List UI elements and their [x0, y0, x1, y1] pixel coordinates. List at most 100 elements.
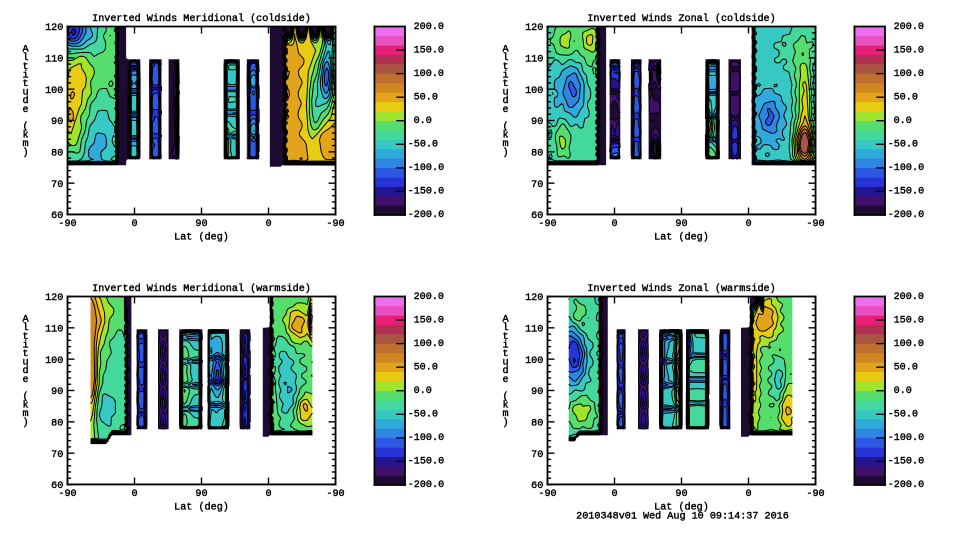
svg-text:A: A — [22, 315, 29, 326]
svg-text:110: 110 — [525, 325, 543, 336]
svg-text:e: e — [502, 375, 508, 386]
svg-text:0: 0 — [265, 219, 271, 230]
svg-text:Inverted Winds Zonal (warmside: Inverted Winds Zonal (warmside) — [587, 283, 775, 295]
svg-text:Inverted Winds Meridional (war: Inverted Winds Meridional (warmside) — [92, 283, 311, 295]
svg-text:(: ( — [502, 391, 508, 403]
svg-text:-200.0: -200.0 — [408, 210, 444, 221]
svg-text:k: k — [502, 130, 508, 142]
svg-text:50.0: 50.0 — [894, 363, 918, 374]
svg-text:Lat (deg): Lat (deg) — [174, 232, 229, 244]
svg-text:d: d — [502, 365, 508, 377]
svg-text:60: 60 — [51, 481, 63, 492]
svg-text:m: m — [502, 139, 508, 150]
svg-text:60: 60 — [531, 211, 543, 222]
svg-text:-90: -90 — [58, 489, 76, 500]
svg-text:0: 0 — [131, 489, 137, 500]
svg-text:80: 80 — [51, 419, 63, 430]
svg-text:70: 70 — [531, 180, 543, 191]
svg-text:u: u — [22, 88, 28, 99]
svg-text:150.0: 150.0 — [414, 316, 444, 327]
svg-text:0.0: 0.0 — [894, 116, 912, 127]
svg-text:50.0: 50.0 — [414, 93, 438, 104]
svg-text:90: 90 — [51, 387, 63, 398]
svg-text:200.0: 200.0 — [894, 22, 924, 33]
svg-text:Lat (deg): Lat (deg) — [654, 502, 709, 514]
svg-text:70: 70 — [51, 450, 63, 461]
svg-text:-100.0: -100.0 — [408, 163, 444, 174]
svg-text:0: 0 — [611, 219, 617, 230]
svg-text:110: 110 — [525, 55, 543, 66]
svg-text:80: 80 — [531, 149, 543, 160]
svg-text:-90: -90 — [326, 489, 344, 500]
svg-text:-90: -90 — [538, 219, 556, 230]
svg-text:-200.0: -200.0 — [888, 210, 924, 221]
svg-text:m: m — [22, 409, 28, 420]
svg-text:-100.0: -100.0 — [408, 433, 444, 444]
svg-text:A: A — [22, 45, 29, 56]
svg-text:80: 80 — [51, 149, 63, 160]
svg-text:110: 110 — [45, 55, 63, 66]
svg-text:A: A — [502, 45, 509, 56]
svg-text:-90: -90 — [806, 219, 824, 230]
svg-text:90: 90 — [531, 117, 543, 128]
svg-text:t: t — [22, 332, 28, 343]
svg-text:90: 90 — [531, 387, 543, 398]
svg-text:100.0: 100.0 — [414, 69, 444, 80]
svg-text:-50.0: -50.0 — [888, 410, 918, 421]
svg-text:2010348v01 Wed Aug 10 09:14:37: 2010348v01 Wed Aug 10 09:14:37 2016 — [576, 511, 789, 523]
svg-text:-150.0: -150.0 — [408, 187, 444, 198]
svg-text:150.0: 150.0 — [894, 46, 924, 57]
svg-text:0: 0 — [745, 219, 751, 230]
svg-text:-100.0: -100.0 — [888, 163, 924, 174]
svg-text:90: 90 — [675, 489, 687, 500]
svg-text:80: 80 — [531, 419, 543, 430]
svg-text:d: d — [22, 95, 28, 107]
svg-text:200.0: 200.0 — [414, 22, 444, 33]
svg-text:0: 0 — [611, 489, 617, 500]
svg-text:t: t — [22, 349, 28, 360]
svg-text:0: 0 — [745, 489, 751, 500]
svg-text:110: 110 — [45, 325, 63, 336]
svg-text:-200.0: -200.0 — [408, 480, 444, 491]
svg-text:t: t — [502, 349, 508, 360]
svg-text:Lat (deg): Lat (deg) — [654, 232, 709, 244]
svg-text:70: 70 — [531, 450, 543, 461]
svg-text:i: i — [502, 339, 508, 351]
svg-text:-150.0: -150.0 — [888, 457, 924, 468]
svg-text:): ) — [22, 417, 28, 429]
svg-text:-150.0: -150.0 — [408, 457, 444, 468]
svg-text:100: 100 — [45, 86, 63, 97]
svg-text:t: t — [22, 62, 28, 73]
svg-text:-150.0: -150.0 — [888, 187, 924, 198]
svg-text:m: m — [22, 139, 28, 150]
svg-text:60: 60 — [51, 211, 63, 222]
svg-text:l: l — [22, 322, 28, 334]
svg-text:m: m — [502, 409, 508, 420]
svg-text:k: k — [502, 400, 508, 412]
svg-text:): ) — [502, 417, 508, 429]
svg-text:150.0: 150.0 — [894, 316, 924, 327]
svg-text:t: t — [502, 62, 508, 73]
svg-text:100: 100 — [45, 356, 63, 367]
svg-text:Inverted Winds Meridional (col: Inverted Winds Meridional (coldside) — [92, 13, 311, 25]
svg-text:u: u — [502, 358, 508, 369]
svg-text:(: ( — [22, 121, 28, 133]
svg-text:0: 0 — [265, 489, 271, 500]
svg-text:t: t — [22, 79, 28, 90]
svg-text:i: i — [22, 69, 28, 81]
svg-text:l: l — [502, 322, 508, 334]
svg-text:-200.0: -200.0 — [888, 480, 924, 491]
svg-text:-50.0: -50.0 — [408, 140, 438, 151]
svg-text:(: ( — [22, 391, 28, 403]
svg-text:-90: -90 — [806, 489, 824, 500]
svg-text:-50.0: -50.0 — [888, 140, 918, 151]
svg-text:Inverted Winds Zonal (coldside: Inverted Winds Zonal (coldside) — [587, 13, 775, 25]
svg-text:200.0: 200.0 — [894, 292, 924, 303]
svg-text:e: e — [502, 105, 508, 116]
svg-text:u: u — [22, 358, 28, 369]
svg-text:120: 120 — [525, 23, 543, 34]
svg-text:d: d — [22, 365, 28, 377]
svg-text:e: e — [22, 105, 28, 116]
svg-text:0.0: 0.0 — [894, 386, 912, 397]
svg-text:(: ( — [502, 121, 508, 133]
